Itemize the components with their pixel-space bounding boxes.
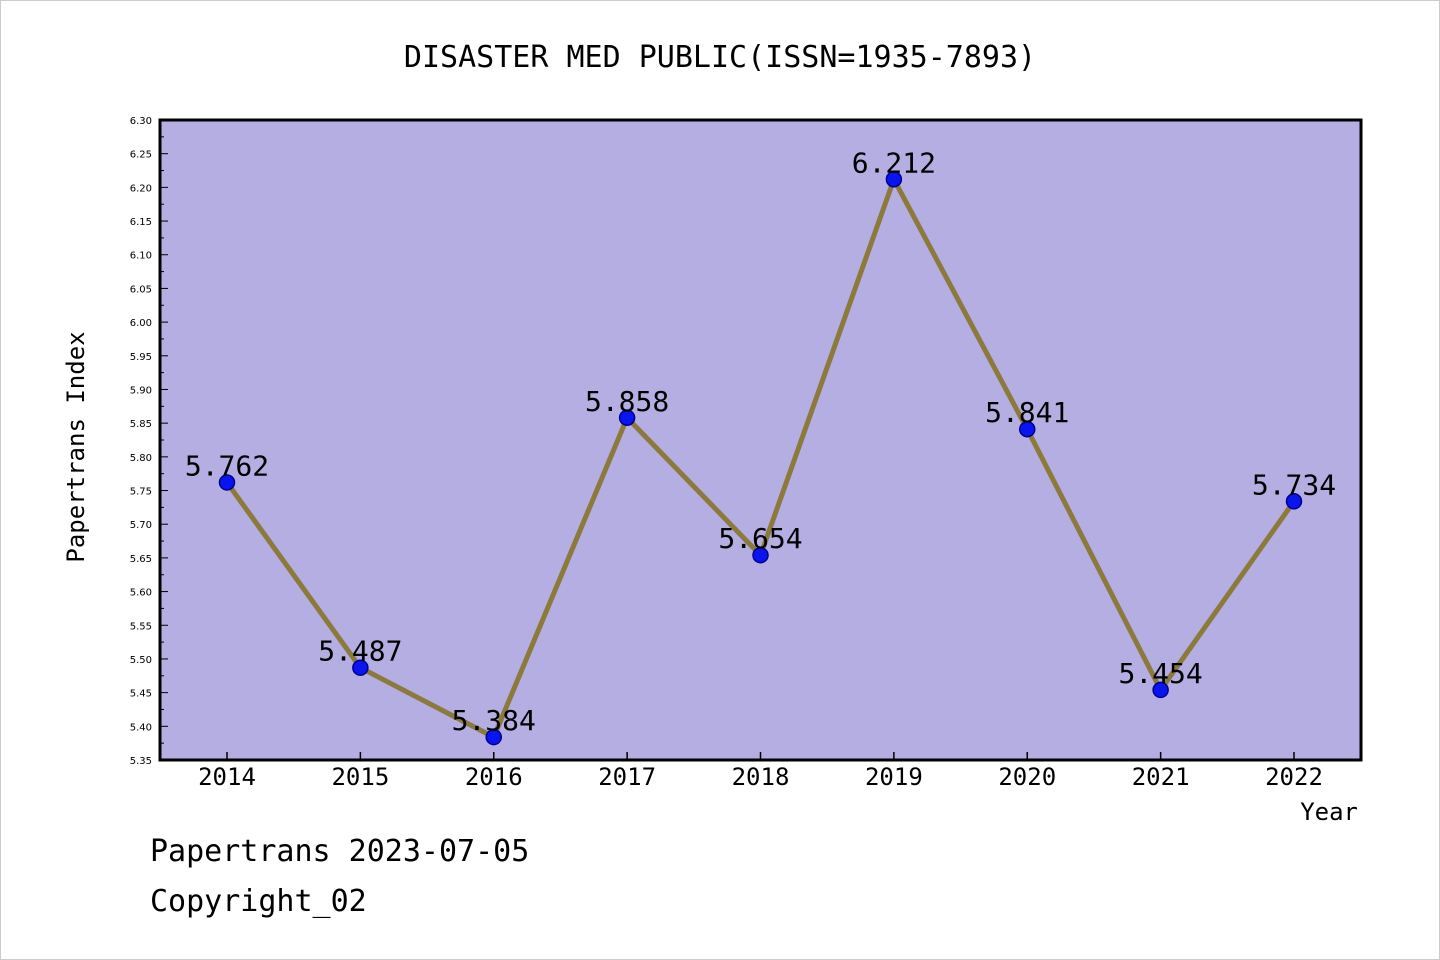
y-tick-label: 5.65 <box>130 554 152 565</box>
y-tick-label: 5.35 <box>130 756 152 767</box>
y-tick-label: 5.60 <box>130 588 152 599</box>
chart-title: DISASTER MED PUBLIC(ISSN=1935-7893) <box>404 40 1036 75</box>
y-tick-label: 6.15 <box>130 217 152 228</box>
y-axis-label: Papertrans Index <box>62 331 90 562</box>
y-tick-label: 5.75 <box>130 487 152 498</box>
x-tick-label: 2020 <box>998 763 1056 791</box>
data-point <box>1285 493 1303 510</box>
y-tick-label: 5.95 <box>130 352 152 363</box>
y-axis: 5.35 5.40 5.45 5.50 5.55 5.60 5.65 5.70 5.75 5.80… <box>130 116 168 767</box>
x-tick-label: 2018 <box>732 763 790 791</box>
x-tick-label: 2014 <box>198 763 256 791</box>
y-tick-label: 5.80 <box>130 453 152 464</box>
data-point <box>1152 681 1169 699</box>
data-label: 5.454 <box>1118 657 1202 690</box>
data-point <box>218 474 236 491</box>
y-tick-label: 5.45 <box>130 689 152 700</box>
y-tick-label: 6.05 <box>130 284 152 295</box>
data-point <box>352 659 369 676</box>
x-tick-label: 2016 <box>465 763 523 791</box>
x-tick-label: 2021 <box>1132 763 1190 791</box>
data-point <box>885 171 903 188</box>
x-tick-label: 2015 <box>331 763 389 791</box>
y-tick-label: 6.30 <box>130 116 152 127</box>
x-tick-label: 2017 <box>598 763 656 791</box>
y-tick-label: 6.10 <box>130 251 152 262</box>
data-label: 5.487 <box>318 635 402 668</box>
y-tick-label: 5.50 <box>130 655 152 666</box>
y-tick-label: 5.85 <box>130 419 152 430</box>
data-label: 5.384 <box>452 704 536 737</box>
x-axis: 2014 2015 2016 2017 2018 2019 2020 2021 2022 <box>198 752 1323 791</box>
x-tick-label: 2019 <box>865 763 923 791</box>
footer-line-1: Papertrans 2023-07-05 <box>150 834 530 869</box>
data-label: 5.841 <box>985 396 1069 429</box>
data-markers <box>218 171 1303 746</box>
y-tick-label: 5.90 <box>130 385 152 396</box>
data-point <box>752 546 769 564</box>
footer-line-2: Copyright_02 <box>150 884 367 919</box>
y-tick-label: 5.70 <box>130 520 152 531</box>
data-point <box>618 409 636 427</box>
x-tick-label: 2022 <box>1265 763 1323 791</box>
x-axis-label: Year <box>1300 798 1358 826</box>
data-label: 5.858 <box>585 385 669 418</box>
y-tick-label: 5.55 <box>130 621 152 632</box>
data-labels: 5.762 5.487 5.384 5.858 5.654 6.212 5.841 5.454… <box>185 146 1336 737</box>
y-tick-label: 6.20 <box>130 183 152 194</box>
plot-frame <box>158 118 1363 762</box>
data-point <box>485 728 502 746</box>
data-label: 6.212 <box>852 146 936 179</box>
data-label: 5.654 <box>718 522 802 555</box>
data-label: 5.734 <box>1252 468 1336 501</box>
plot-area <box>160 120 1361 760</box>
y-tick-label: 6.25 <box>130 150 152 161</box>
y-tick-label: 6.00 <box>130 318 152 329</box>
y-tick-label: 5.40 <box>130 722 152 733</box>
data-label: 5.762 <box>185 449 269 482</box>
data-point <box>1019 420 1036 438</box>
